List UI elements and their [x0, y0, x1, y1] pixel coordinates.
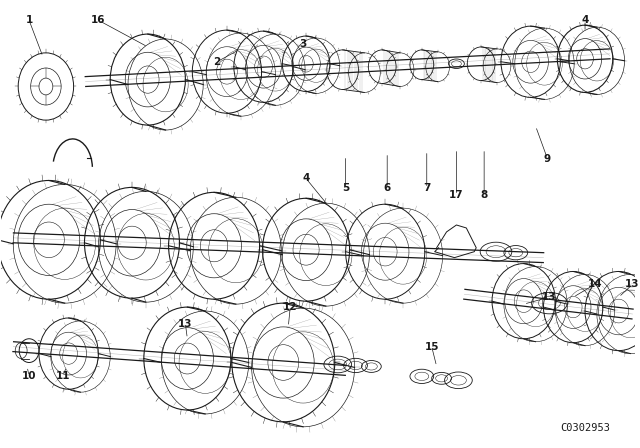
Text: 6: 6: [383, 183, 391, 194]
Text: 7: 7: [423, 183, 431, 194]
Text: 13: 13: [178, 319, 193, 329]
Text: 14: 14: [588, 280, 602, 289]
Text: 4: 4: [302, 173, 310, 184]
Text: 3: 3: [300, 39, 307, 49]
Text: 10: 10: [22, 371, 36, 381]
Text: 13: 13: [542, 292, 557, 302]
Text: 1: 1: [26, 15, 33, 25]
Text: 13: 13: [625, 280, 640, 289]
Text: 15: 15: [424, 342, 439, 352]
Text: 17: 17: [449, 190, 464, 200]
Text: 8: 8: [481, 190, 488, 200]
Text: 12: 12: [283, 302, 298, 312]
Text: 5: 5: [342, 183, 349, 194]
Text: 2: 2: [213, 57, 221, 67]
Text: 16: 16: [91, 15, 106, 25]
Text: 11: 11: [56, 371, 70, 381]
Text: C0302953: C0302953: [560, 423, 610, 433]
Text: 4: 4: [581, 15, 589, 25]
Text: 9: 9: [544, 154, 551, 164]
